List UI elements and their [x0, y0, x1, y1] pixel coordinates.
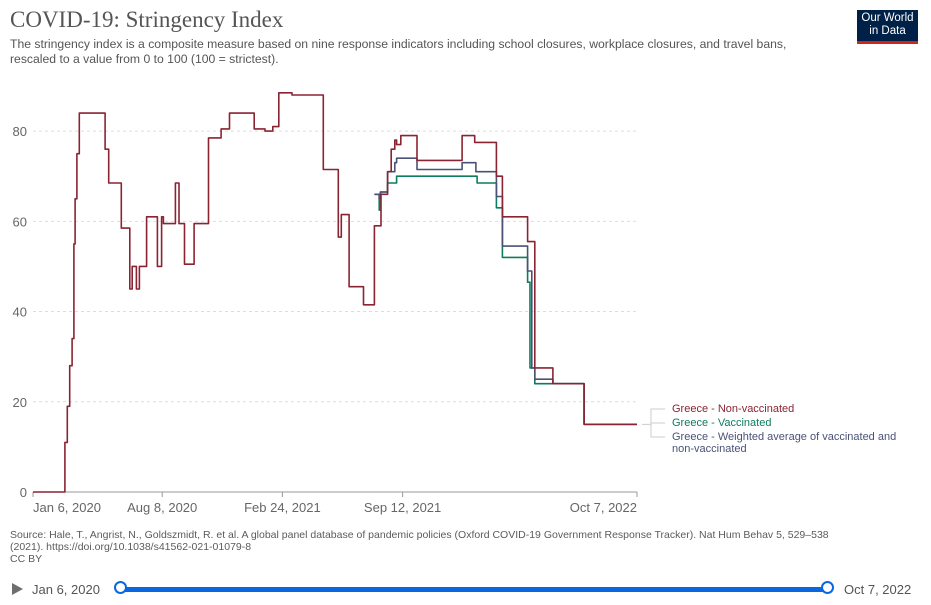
x-tick-label: Jan 6, 2020 — [33, 500, 101, 515]
timeline-track[interactable] — [120, 587, 827, 592]
x-axis: Jan 6, 2020 Aug 8, 2020 Feb 24, 2021 Sep 12… — [32, 491, 638, 515]
x-tick-label: Feb 24, 2021 — [244, 500, 321, 515]
y-tick-label: 40 — [13, 305, 27, 320]
legend-connector — [642, 408, 665, 425]
timeline[interactable]: Jan 6, 2020 Oct 7, 2022 — [0, 578, 931, 602]
legend: Greece - Non-vaccinated Greece - Vaccinat… — [642, 403, 896, 455]
gridlines — [33, 130, 637, 403]
logo-line-2: in Data — [869, 24, 906, 37]
y-axis-ticks: 0 20 40 60 80 — [13, 124, 27, 500]
timeline-end-label: Oct 7, 2022 — [844, 582, 912, 597]
x-tick-label: Oct 7, 2022 — [570, 500, 637, 515]
timeline-start-handle[interactable] — [114, 581, 127, 594]
play-icon[interactable] — [12, 583, 23, 595]
y-tick-label: 80 — [13, 124, 27, 139]
chart-subtitle: The stringency index is a composite meas… — [10, 37, 787, 66]
license: CC BY — [10, 553, 43, 565]
source-line-1: Source: Hale, T., Angrist, N., Goldszmid… — [10, 529, 829, 541]
legend-label[interactable]: non-vaccinated — [672, 443, 747, 455]
logo-line-1: Our World — [861, 12, 914, 24]
series-line-2[interactable] — [374, 157, 637, 426]
y-tick-label: 60 — [13, 214, 27, 229]
timeline-end-handle[interactable] — [821, 581, 834, 594]
timeline-start-label: Jan 6, 2020 — [32, 582, 100, 597]
chart-title: COVID-19: Stringency Index — [10, 7, 284, 32]
series-line-0[interactable] — [33, 92, 637, 493]
series-line-1[interactable] — [374, 175, 637, 426]
x-tick-label: Aug 8, 2020 — [127, 500, 197, 515]
y-tick-label: 0 — [20, 485, 27, 500]
y-tick-label: 20 — [13, 395, 27, 410]
x-tick-label: Sep 12, 2021 — [364, 500, 441, 515]
source-line-2: (2021). https://doi.org/10.1038/s41562-0… — [10, 541, 252, 553]
legend-connector — [650, 422, 665, 425]
legend-connector — [650, 424, 665, 438]
source-note: Source: Hale, T., Angrist, N., Goldszmid… — [10, 529, 890, 565]
legend-label[interactable]: Greece - Non-vaccinated — [672, 403, 794, 415]
legend-label[interactable]: Greece - Vaccinated — [672, 417, 771, 429]
line-chart: 0 20 40 60 80 Jan 6, 2020 Aug 8, 2020 Feb 24, … — [13, 92, 896, 515]
owid-logo[interactable]: Our World in Data — [857, 10, 918, 44]
legend-label[interactable]: Greece - Weighted average of vaccinated … — [672, 431, 896, 443]
series-lines — [33, 92, 637, 493]
